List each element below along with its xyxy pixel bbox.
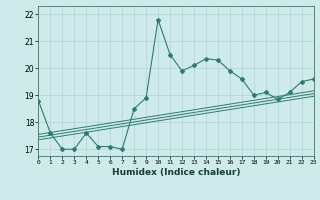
X-axis label: Humidex (Indice chaleur): Humidex (Indice chaleur) bbox=[112, 168, 240, 177]
